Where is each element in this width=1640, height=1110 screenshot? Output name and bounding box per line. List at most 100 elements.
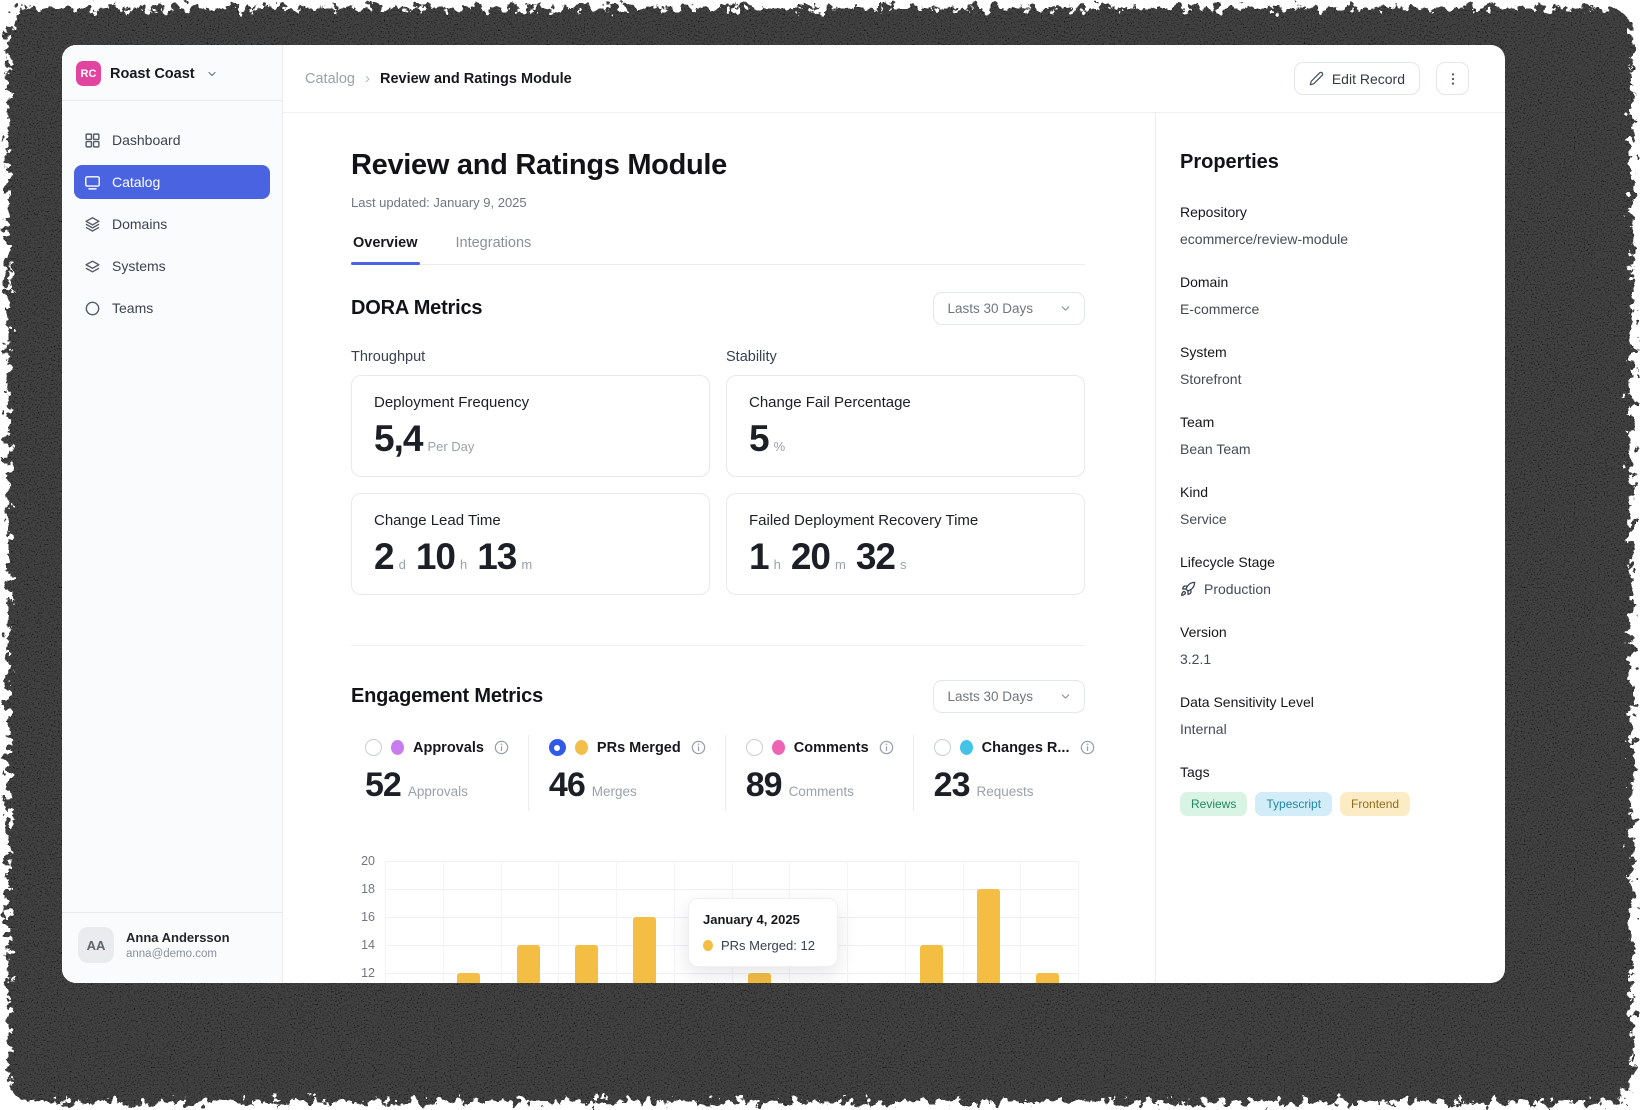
breadcrumb-separator-icon: › <box>364 70 370 87</box>
chart-bar[interactable] <box>633 917 657 983</box>
sidebar-item-catalog[interactable]: Catalog <box>74 165 270 199</box>
properties-heading: Properties <box>1180 151 1279 173</box>
metric-total-label: Comments <box>788 784 854 799</box>
chart-bar[interactable] <box>574 945 598 983</box>
breadcrumb-catalog[interactable]: Catalog <box>305 70 355 87</box>
edit-record-button[interactable]: Edit Record <box>1293 62 1420 95</box>
property-lifecycle-stage: Lifecycle Stage Production <box>1180 554 1481 597</box>
tag-chip-reviews[interactable]: Reviews <box>1180 792 1248 816</box>
metric-number: 5,4 <box>374 418 423 459</box>
chart-bar[interactable] <box>516 945 540 983</box>
properties-panel: Properties Repository ecommerce/review-mo… <box>1155 113 1505 983</box>
metric-toggle[interactable]: PRs Merged <box>548 739 707 756</box>
gridline <box>500 861 502 983</box>
dora-range-select[interactable]: Lasts 30 Days <box>933 292 1085 325</box>
monitor-icon <box>84 174 101 191</box>
metric-total-number: 23 <box>933 766 971 804</box>
sidebar-item-label: Domains <box>112 216 168 232</box>
metric-toggle-label: Approvals <box>413 739 484 756</box>
sidebar-divider <box>62 100 282 101</box>
metric-total-number: 52 <box>365 766 402 804</box>
info-icon[interactable] <box>493 739 510 756</box>
tag-chip-frontend[interactable]: Frontend <box>1340 792 1411 816</box>
metric-card-title: Change Fail Percentage <box>749 394 911 411</box>
metric-toggle[interactable]: Approvals <box>365 739 510 756</box>
property-value-text: Service <box>1180 511 1227 527</box>
radio-unselected[interactable] <box>933 739 951 756</box>
sidebar-item-dashboard[interactable]: Dashboard <box>74 123 270 157</box>
sidebar-item-label: Teams <box>112 300 154 316</box>
property-team: Team Bean Team <box>1180 414 1481 457</box>
y-axis-tick: 18 <box>361 882 375 896</box>
page-title: Review and Ratings Module <box>351 149 727 181</box>
metric-card-title: Change Lead Time <box>374 512 501 529</box>
metric-total: 23 Requests <box>934 766 1096 805</box>
circle-icon <box>84 300 101 317</box>
tag-chips: Reviews Typescript Frontend <box>1180 792 1481 816</box>
info-icon[interactable] <box>878 739 895 756</box>
radio-selected[interactable] <box>548 739 566 756</box>
radio-unselected[interactable] <box>365 739 382 756</box>
dora-cards: Deployment Frequency 5,4 Per Day Change Fai… <box>351 375 1085 595</box>
chart-bar[interactable] <box>1035 973 1059 983</box>
chart-bar[interactable] <box>457 973 481 983</box>
more-options-button[interactable] <box>1436 62 1469 95</box>
property-version: Version 3.2.1 <box>1180 624 1481 667</box>
property-label: System <box>1180 344 1227 360</box>
chart-bar[interactable] <box>919 945 943 983</box>
sidebar-item-domains[interactable]: Domains <box>74 207 270 241</box>
sidebar-item-teams[interactable]: Teams <box>74 291 270 325</box>
metric-card: Deployment Frequency 5,4 Per Day <box>351 375 710 477</box>
metric-number: 10 <box>415 536 456 577</box>
engagement-range-select[interactable]: Lasts 30 Days <box>933 680 1085 713</box>
y-axis-tick: 16 <box>361 910 375 924</box>
info-icon[interactable] <box>690 739 707 756</box>
gridline <box>385 861 386 983</box>
metric-toggle[interactable]: Changes R... <box>933 739 1096 756</box>
chart-bar[interactable] <box>976 889 1000 983</box>
tab-integrations[interactable]: Integrations <box>455 235 532 251</box>
gridline <box>1020 861 1022 983</box>
workspace-switcher[interactable]: RC Roast Coast <box>62 45 282 100</box>
radio-unselected[interactable] <box>745 739 763 756</box>
sidebar: RC Roast Coast Dashboard Catalog Domains Sy… <box>62 45 283 983</box>
metric-toggle[interactable]: Comments <box>745 739 895 756</box>
tag-chip-typescript[interactable]: Typescript <box>1255 792 1333 816</box>
property-data-sensitivity-level: Data Sensitivity Level Internal <box>1180 694 1481 737</box>
avatar: AA <box>78 927 114 963</box>
property-value: Storefront <box>1180 371 1481 387</box>
tab-overview[interactable]: Overview <box>351 235 420 265</box>
user-profile[interactable]: AA Anna Andersson anna@demo.com <box>62 912 282 983</box>
info-icon[interactable] <box>1079 739 1096 756</box>
property-value: ecommerce/review-module <box>1180 231 1481 247</box>
engagement-metrics-heading: Engagement Metrics <box>351 685 544 707</box>
sidebar-item-label: Catalog <box>112 174 161 190</box>
property-value: 3.2.1 <box>1180 651 1481 667</box>
y-axis-tick: 20 <box>361 854 375 868</box>
tab-bar: Overview Integrations <box>351 235 1085 265</box>
metric-toggle-label: PRs Merged <box>596 739 681 756</box>
chart-bar[interactable] <box>748 973 772 983</box>
property-value: E-commerce <box>1180 301 1481 317</box>
property-label: Domain <box>1180 274 1229 290</box>
gridline <box>962 861 964 983</box>
dora-metrics-heading: DORA Metrics <box>351 297 483 319</box>
engagement-metric-comments: Comments 89 Comments <box>724 735 913 811</box>
property-label: Version <box>1180 624 1227 640</box>
section-divider <box>351 645 1085 646</box>
grid-icon <box>84 132 101 149</box>
property-value: Service <box>1180 511 1481 527</box>
metric-unit: d <box>398 557 406 572</box>
metric-unit: % <box>773 439 786 454</box>
y-axis-tick: 14 <box>361 938 375 952</box>
metric-number: 20 <box>790 536 831 577</box>
sidebar-item-label: Systems <box>112 258 166 274</box>
metric-toggle-label: Changes R... <box>981 739 1070 756</box>
series-color-dot <box>574 740 588 755</box>
metric-unit: Per Day <box>427 439 475 454</box>
property-kind: Kind Service <box>1180 484 1481 527</box>
metric-card: Failed Deployment Recovery Time 1 h 20 m 32 s <box>726 493 1085 595</box>
edit-record-label: Edit Record <box>1331 70 1405 87</box>
sidebar-item-systems[interactable]: Systems <box>74 249 270 283</box>
layers-icon <box>84 216 101 233</box>
